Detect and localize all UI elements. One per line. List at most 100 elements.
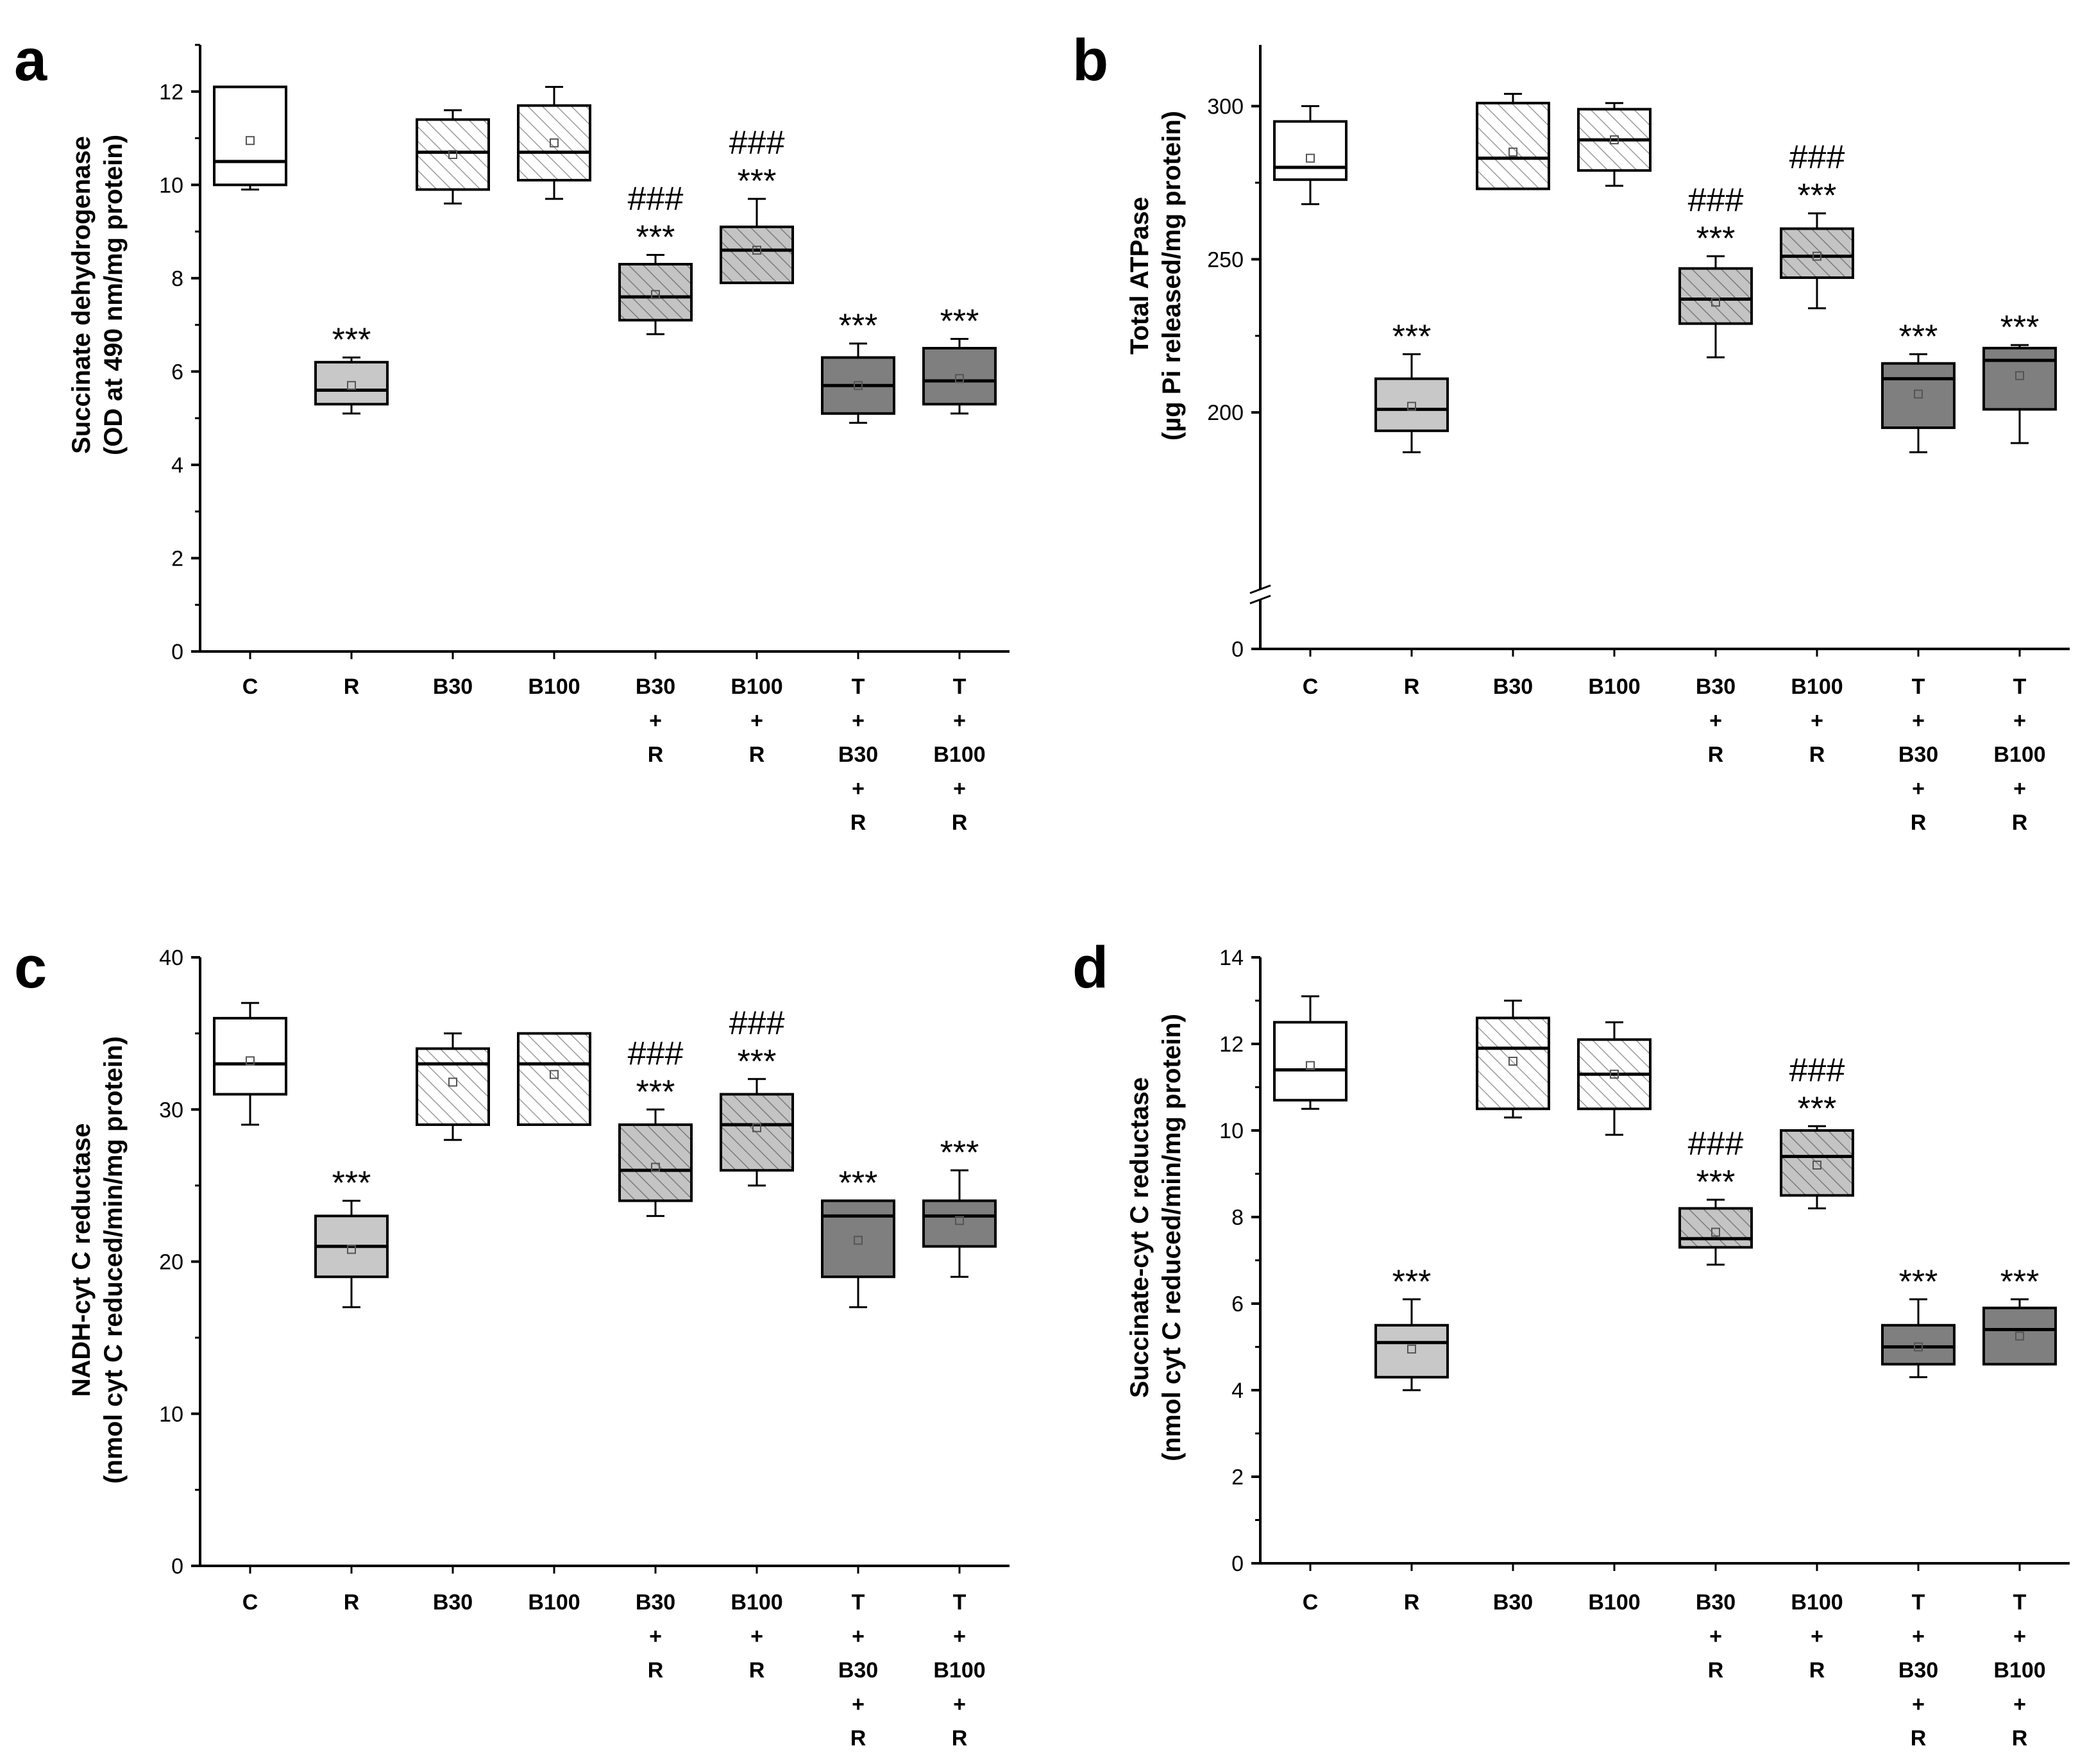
y-tick-label: 40	[159, 946, 183, 970]
category-label: T	[1912, 1590, 1925, 1615]
y-tick-label: 30	[159, 1098, 183, 1122]
category-label: T	[852, 1590, 865, 1615]
mean-marker	[1508, 1057, 1517, 1066]
category-label: R	[2012, 1726, 2028, 1751]
mean-marker	[1914, 389, 1923, 399]
y-tick-label: 4	[1231, 1379, 1244, 1403]
category-label: R	[1911, 811, 1927, 835]
mean-marker	[1914, 1342, 1923, 1352]
category-label: +	[2013, 777, 2026, 801]
category-label: R	[952, 1726, 968, 1751]
y-tick-label: 0	[171, 1554, 183, 1579]
mean-marker	[955, 374, 964, 383]
mean-marker	[651, 290, 660, 299]
mean-marker	[246, 1056, 255, 1066]
y-axis-label-line1: Total ATPase	[1126, 197, 1154, 355]
y-axis-label-line1: NADH-cyt C reductase	[67, 1123, 96, 1397]
significance-stars: ***	[636, 219, 675, 256]
box	[1982, 346, 2057, 411]
mean-marker	[1407, 1344, 1416, 1354]
panel-d: d 0 2 4 6 8 10 12 14 Succinate-cyt C reductase (nm…	[1072, 935, 2070, 1751]
mean-marker	[2015, 1331, 2024, 1341]
category-label: B100	[1588, 675, 1640, 699]
mean-marker	[1711, 298, 1720, 307]
y-tick-label: 10	[159, 173, 183, 197]
category-label: +	[1912, 777, 1925, 801]
category-label: +	[1811, 1624, 1823, 1649]
y-tick-label: 0	[1231, 1552, 1244, 1576]
category-label: +	[649, 1624, 662, 1649]
significance-stars: ***	[2000, 1263, 2040, 1300]
y-tick-label: 8	[1231, 1205, 1244, 1230]
box	[720, 1093, 794, 1172]
category-label: +	[852, 1624, 865, 1649]
category-label: +	[1912, 1624, 1925, 1649]
category-label: T	[2013, 675, 2027, 699]
panel-b: b 0 200 250 300 Total ATPase (µg Pi released/m…	[1072, 28, 2070, 835]
y-axis-label-line2: (nmol cyt C reduced/min/mg protein)	[99, 1036, 128, 1484]
box	[1476, 101, 1550, 190]
category-label: R	[648, 743, 664, 767]
category-label: T	[2013, 1590, 2027, 1615]
mean-marker	[955, 1216, 964, 1225]
category-label: R	[2012, 811, 2028, 835]
category-label: R	[344, 675, 360, 699]
mean-marker	[1610, 135, 1619, 145]
box	[922, 1199, 997, 1248]
y-axis-label: Total ATPase (µg Pi released/mg protein)	[1126, 111, 1186, 441]
category-label: B30	[636, 1590, 675, 1615]
category-label: +	[1709, 709, 1722, 733]
category-label: +	[953, 777, 966, 801]
category-label: +	[1912, 709, 1925, 733]
category-label: T	[1912, 675, 1925, 699]
category-label: +	[2013, 709, 2026, 733]
significance-stars: ***	[1899, 1263, 1938, 1300]
significance-stars: ***	[1392, 1263, 1432, 1300]
y-tick-label: 20	[159, 1250, 183, 1275]
panel-letter: a	[14, 28, 47, 93]
mean-marker	[448, 150, 457, 160]
category-label: B100	[1993, 1658, 2045, 1683]
y-tick-label: 0	[1231, 637, 1244, 662]
significance-stars: ***	[1899, 318, 1938, 355]
category-label: +	[649, 709, 662, 733]
y-tick-label: 200	[1207, 401, 1244, 425]
category-label: B30	[1898, 1658, 1938, 1683]
category-label: C	[1303, 675, 1319, 699]
category-label: B30	[1696, 675, 1736, 699]
mean-marker	[1306, 153, 1315, 163]
significance-hash: ###	[1688, 1125, 1744, 1163]
box	[1476, 1016, 1550, 1111]
category-label: +	[1912, 1692, 1925, 1717]
y-axis-label-line1: Succinate dehydrogenase	[67, 136, 96, 454]
significance-hash: ###	[1789, 1052, 1845, 1089]
mean-marker	[550, 138, 559, 147]
significance-hash: ###	[729, 124, 785, 162]
box	[618, 1123, 693, 1202]
y-tick-label: 10	[1219, 1119, 1244, 1143]
y-axis-label-line2: (OD at 490 nm/mg protein)	[99, 135, 128, 455]
y-tick-label: 8	[171, 267, 183, 291]
y-tick-label: 300	[1207, 95, 1244, 119]
box	[416, 1047, 490, 1126]
category-label: R	[1404, 675, 1420, 699]
mean-marker	[1812, 1161, 1821, 1170]
significance-stars: ***	[2000, 309, 2040, 346]
significance-hash: ###	[628, 180, 684, 217]
category-label: B30	[838, 743, 878, 767]
significance-stars: ***	[1696, 221, 1736, 258]
mean-marker	[1812, 251, 1821, 261]
mean-marker	[1407, 401, 1416, 411]
box	[213, 85, 287, 187]
y-tick-label: 12	[1219, 1032, 1244, 1057]
y-axis-label-line2: (µg Pi released/mg protein)	[1158, 111, 1186, 441]
category-label: B100	[1993, 743, 2045, 767]
category-label: B100	[1791, 675, 1843, 699]
category-label: +	[1811, 709, 1823, 733]
box	[1881, 362, 1956, 430]
mean-marker	[651, 1163, 660, 1172]
mean-marker	[1711, 1227, 1720, 1237]
category-label: R	[648, 1658, 664, 1683]
category-label: B30	[636, 675, 675, 699]
